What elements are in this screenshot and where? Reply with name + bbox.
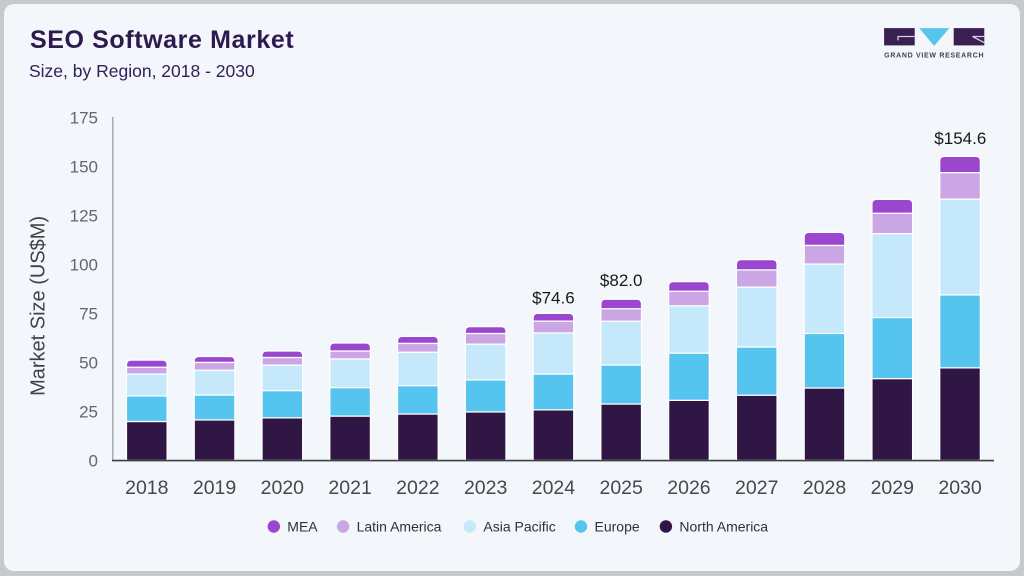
svg-text:175: 175	[70, 108, 98, 127]
svg-text:2020: 2020	[261, 477, 305, 499]
svg-text:0: 0	[89, 451, 98, 470]
svg-text:2021: 2021	[328, 477, 371, 499]
svg-text:2024: 2024	[532, 477, 576, 499]
svg-text:2028: 2028	[803, 477, 846, 499]
svg-text:Asia Pacific: Asia Pacific	[483, 519, 555, 535]
svg-text:Latin America: Latin America	[357, 519, 442, 535]
svg-text:2019: 2019	[193, 477, 236, 499]
svg-text:GRAND VIEW RESEARCH: GRAND VIEW RESEARCH	[884, 52, 984, 59]
svg-text:50: 50	[79, 353, 98, 372]
svg-text:150: 150	[70, 157, 98, 176]
svg-text:$74.6: $74.6	[532, 288, 575, 307]
svg-text:$154.6: $154.6	[934, 129, 986, 148]
svg-text:2023: 2023	[464, 477, 507, 499]
svg-text:MEA: MEA	[287, 519, 318, 535]
svg-text:100: 100	[70, 255, 98, 274]
svg-text:2027: 2027	[735, 477, 778, 499]
svg-text:Market Size (US$M): Market Size (US$M)	[28, 216, 50, 396]
svg-text:2025: 2025	[599, 477, 643, 499]
svg-text:$82.0: $82.0	[600, 271, 643, 290]
svg-text:2026: 2026	[667, 477, 710, 499]
svg-text:25: 25	[79, 402, 98, 421]
svg-text:2018: 2018	[125, 477, 168, 499]
svg-text:125: 125	[70, 206, 98, 225]
svg-text:Europe: Europe	[595, 519, 640, 535]
svg-text:North America: North America	[679, 519, 768, 535]
svg-text:2029: 2029	[871, 477, 914, 499]
svg-text:2030: 2030	[938, 477, 982, 499]
svg-text:75: 75	[79, 304, 98, 323]
svg-text:2022: 2022	[396, 477, 439, 499]
